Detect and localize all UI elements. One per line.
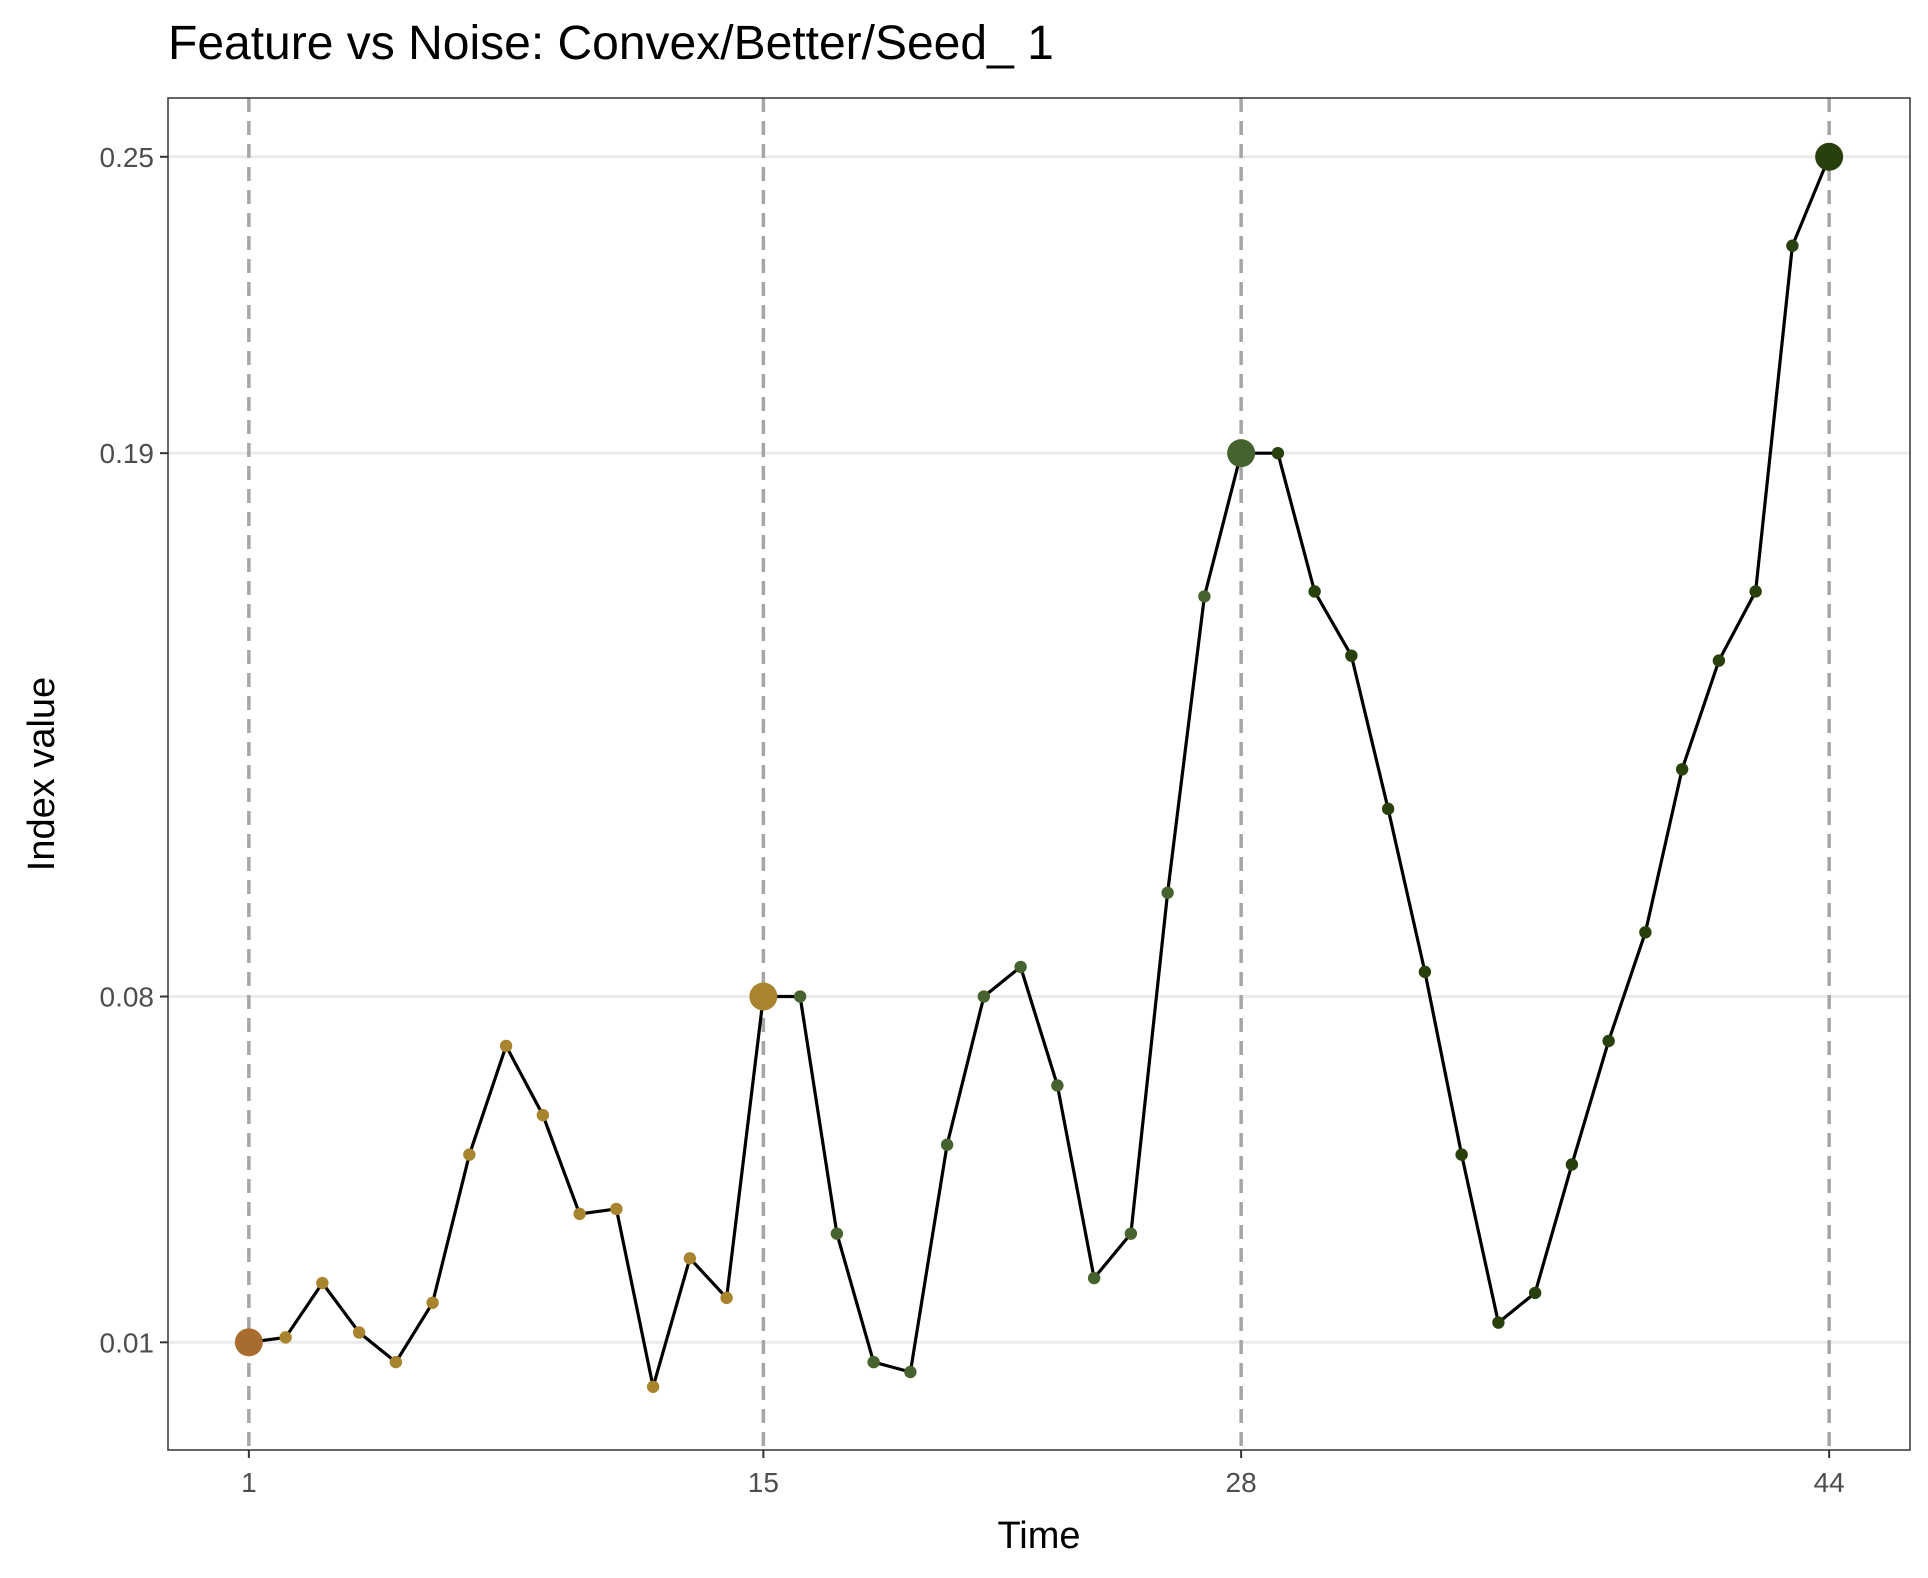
data-point [683, 1252, 697, 1265]
series-line [248, 156, 1831, 1389]
data-point [1345, 649, 1358, 662]
chart-title: Feature vs Noise: Convex/Better/Seed_ 1 [168, 17, 1054, 70]
panel-border [167, 97, 1911, 1451]
data-point [720, 1291, 733, 1305]
y-tick-label: 0.08 [100, 982, 155, 1013]
data-point [1271, 446, 1285, 460]
data-point [1712, 654, 1726, 667]
x-tick-label: 1 [241, 1467, 257, 1498]
data-point [279, 1331, 292, 1344]
data-point [1198, 590, 1211, 603]
x-tick-label: 28 [1226, 1467, 1257, 1498]
series-line-layer [248, 156, 1831, 1389]
data-point [573, 1207, 586, 1221]
data-point [1455, 1148, 1468, 1161]
y-tick-label: 0.25 [100, 142, 155, 173]
data-point [1639, 926, 1652, 939]
data-point [1492, 1316, 1505, 1329]
data-point [1528, 1286, 1542, 1300]
data-point [1308, 585, 1321, 598]
data-points [234, 142, 1844, 1393]
data-point [867, 1355, 880, 1369]
data-point [1014, 960, 1027, 974]
data-point [1381, 802, 1395, 816]
data-point [1675, 763, 1689, 776]
data-point [1565, 1158, 1579, 1171]
data-point [1418, 965, 1432, 979]
y-tick-label: 0.01 [100, 1327, 155, 1358]
data-point [536, 1108, 550, 1122]
data-point [389, 1355, 403, 1369]
data-point [904, 1365, 917, 1379]
data-point [1161, 886, 1174, 900]
x-tick-label: 44 [1814, 1467, 1845, 1498]
data-point [426, 1296, 439, 1309]
data-point [1786, 239, 1799, 252]
data-point [316, 1276, 329, 1290]
data-point [1051, 1079, 1064, 1092]
data-point [1602, 1034, 1615, 1048]
data-point [1087, 1271, 1101, 1285]
data-point [793, 990, 807, 1003]
y-axis-title: Index value [21, 677, 63, 871]
data-point [940, 1138, 954, 1151]
data-point [749, 982, 778, 1011]
data-point [499, 1039, 513, 1053]
reference-lines [247, 98, 1831, 1450]
data-point [463, 1148, 476, 1161]
data-point [1227, 439, 1256, 468]
data-point [610, 1202, 623, 1216]
data-point [234, 1328, 263, 1357]
data-point [977, 990, 991, 1003]
data-point [646, 1380, 660, 1393]
data-point [1124, 1227, 1138, 1240]
data-point [1749, 585, 1762, 598]
grid-lines [168, 155, 1910, 1344]
x-tick-label: 15 [748, 1467, 779, 1498]
data-point [1815, 142, 1844, 171]
data-point [830, 1227, 844, 1240]
data-point [352, 1326, 366, 1339]
y-tick-label: 0.19 [100, 438, 155, 469]
axes: 0.01 0.08 0.19 0.25 1 15 28 44 [100, 142, 1845, 1498]
x-axis-title: Time [997, 1515, 1080, 1557]
